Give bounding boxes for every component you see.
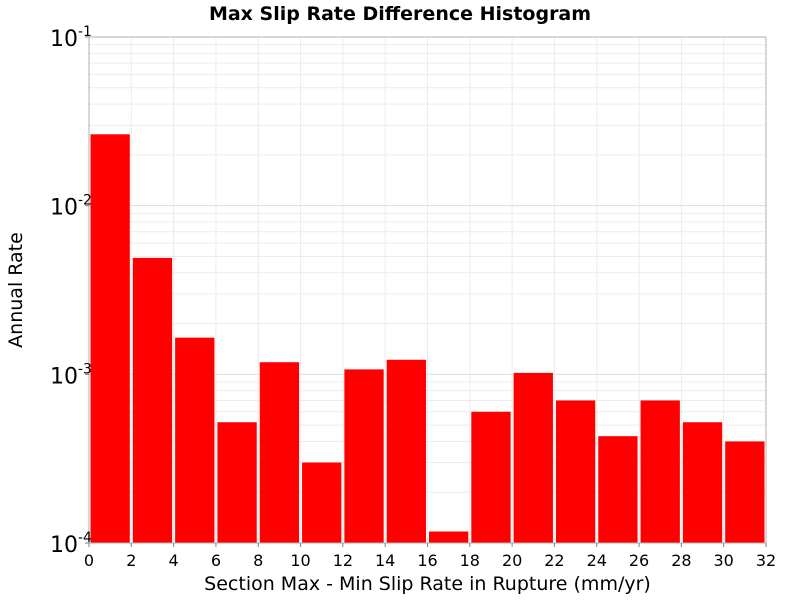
histogram-bar <box>429 531 469 543</box>
x-tick-label: 10 <box>290 551 310 570</box>
x-tick-label: 2 <box>126 551 136 570</box>
histogram-bar <box>513 372 553 543</box>
y-tick-label: 10-3 <box>50 361 92 389</box>
x-tick-label: 8 <box>253 551 263 570</box>
bars <box>90 134 765 544</box>
y-tick-label: 10-2 <box>50 193 92 221</box>
y-axis-label: Annual Rate <box>5 232 27 348</box>
x-tick-label: 22 <box>544 551 564 570</box>
x-tick-label: 20 <box>502 551 522 570</box>
x-tick-label: 30 <box>714 551 734 570</box>
y-tick-label: 10-4 <box>50 530 92 558</box>
x-tick-label: 28 <box>671 551 691 570</box>
x-tick-label: 26 <box>629 551 649 570</box>
x-tick-label: 24 <box>587 551 607 570</box>
histogram-bar <box>386 359 426 543</box>
y-tick-label: 10-1 <box>50 24 92 52</box>
x-tick-label: 14 <box>375 551 395 570</box>
chart-title: Max Slip Rate Difference Histogram <box>209 3 591 25</box>
x-tick-label: 18 <box>460 551 480 570</box>
histogram-bar <box>344 369 384 543</box>
x-tick-label: 12 <box>333 551 353 570</box>
histogram-bar <box>598 436 638 543</box>
histogram-bar <box>725 441 765 543</box>
y-axis-ticks: 10-4 10-3 10-2 10-1 <box>50 24 92 558</box>
x-axis-label: Section Max - Min Slip Rate in Rupture (… <box>204 573 651 595</box>
histogram-bar <box>90 134 130 544</box>
histogram-bar <box>640 400 680 543</box>
histogram-bar <box>302 462 342 543</box>
histogram-bar <box>217 422 257 543</box>
histogram-bar <box>471 411 511 543</box>
x-tick-label: 16 <box>417 551 437 570</box>
histogram-bar <box>132 257 173 543</box>
histogram-bar <box>555 400 596 543</box>
histogram-bar <box>259 362 300 543</box>
x-tick-label: 0 <box>84 551 94 570</box>
histogram-bar <box>682 422 723 543</box>
x-axis-ticks: 0 2 4 6 8 10 12 14 16 18 20 22 24 26 28 30 32 <box>84 543 776 570</box>
histogram-bar <box>175 337 215 543</box>
x-tick-label: 4 <box>169 551 179 570</box>
x-tick-label: 6 <box>211 551 221 570</box>
x-tick-label: 32 <box>756 551 776 570</box>
